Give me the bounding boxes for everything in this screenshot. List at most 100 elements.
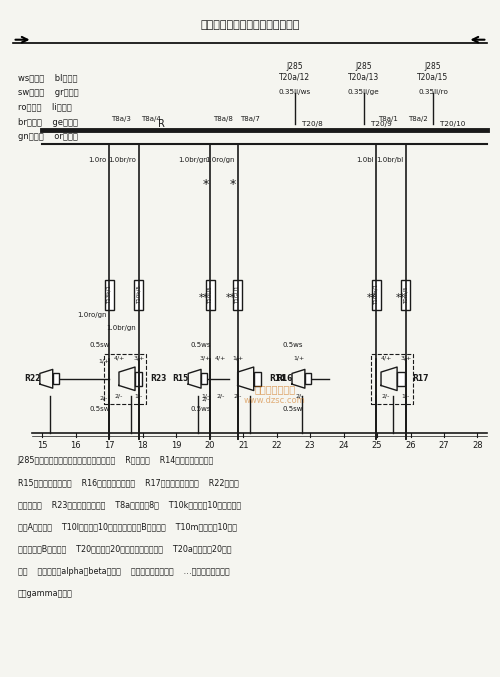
Text: 2/-: 2/- (382, 393, 390, 399)
Text: R23: R23 (150, 374, 166, 383)
Text: 0.5ws: 0.5ws (190, 406, 211, 412)
Bar (104, 353, 146, 404)
Bar (371, 353, 413, 404)
Text: **: ** (396, 293, 406, 303)
Bar (52, 374, 59, 384)
Text: R17: R17 (412, 374, 429, 383)
Text: **: ** (366, 293, 376, 303)
Text: T10m/1: T10m/1 (374, 284, 378, 305)
Text: J285
T20a/13: J285 T20a/13 (348, 62, 380, 81)
Text: 23: 23 (305, 441, 316, 450)
Text: R16: R16 (276, 374, 292, 383)
Text: 2/-: 2/- (202, 397, 209, 402)
Text: R22: R22 (24, 374, 40, 383)
Text: T10U5: T10U5 (208, 286, 213, 304)
Text: 1/-: 1/- (134, 393, 143, 399)
Bar (206, 280, 215, 310)
Text: 24: 24 (338, 441, 349, 450)
Text: **: ** (198, 293, 208, 303)
Text: gn＝绿色    or＝橙色: gn＝绿色 or＝橙色 (18, 133, 78, 141)
Text: *: * (230, 177, 236, 190)
Text: 1.0br/bl: 1.0br/bl (376, 157, 404, 163)
Text: 22: 22 (272, 441, 282, 450)
Text: T0m/5: T0m/5 (403, 286, 408, 304)
Text: ws＝白色    bl＝蓝色: ws＝白色 bl＝蓝色 (18, 73, 77, 83)
Text: 3/+: 3/+ (200, 355, 211, 361)
Text: 27: 27 (438, 441, 450, 450)
Text: 0.5sw: 0.5sw (90, 406, 110, 412)
Text: 红色    ＊－不用于alpha和beta收音机    ＊＊－不用于两门车    …－仅指有两个显示: 红色 ＊－不用于alpha和beta收音机 ＊＊－不用于两门车 …－仅指有两个显… (18, 567, 229, 576)
Text: 收音机、右前扬声器、后部扬声器: 收音机、右前扬声器、后部扬声器 (200, 20, 300, 30)
Text: T8a/8: T8a/8 (213, 116, 233, 123)
Text: 2/-: 2/- (216, 393, 224, 399)
Text: 19: 19 (171, 441, 181, 450)
Text: 1/-: 1/- (202, 393, 209, 399)
Text: 1/+: 1/+ (98, 358, 110, 364)
Text: 3/+: 3/+ (133, 355, 144, 361)
Text: 高音扬声器    R23－右前低音扬声器    T8a－插头，8孔    T10k－插头，10孔，黑色，: 高音扬声器 R23－右前低音扬声器 T8a－插头，8孔 T10k－插头，10孔，… (18, 500, 240, 509)
Text: **: ** (226, 293, 235, 303)
Text: 4/+: 4/+ (214, 355, 226, 361)
Text: 屏的gamma收音机: 屏的gamma收音机 (18, 589, 72, 598)
Text: br＝棕色    ge＝黄色: br＝棕色 ge＝黄色 (18, 118, 78, 127)
Text: 黑色，右侧B柱分线器    T20－插头，20孔，绿色（显示屏）    T20a－插头，20孔，: 黑色，右侧B柱分线器 T20－插头，20孔，绿色（显示屏） T20a－插头，20… (18, 544, 231, 554)
Bar (402, 280, 410, 310)
Text: 2/-: 2/- (100, 395, 108, 401)
Text: 1.0ro: 1.0ro (88, 157, 106, 163)
Text: 1.0br/gn: 1.0br/gn (106, 325, 136, 331)
Text: T13k/1: T13k/1 (106, 286, 112, 304)
Text: 0.5ws: 0.5ws (190, 342, 211, 348)
Text: 17: 17 (104, 441, 115, 450)
Text: 18: 18 (138, 441, 148, 450)
Text: 1.0ro/gn: 1.0ro/gn (206, 157, 235, 163)
Text: T8a/2: T8a/2 (408, 116, 428, 123)
Bar (254, 372, 261, 385)
Text: 20: 20 (204, 441, 215, 450)
Text: 1.0ro/gn: 1.0ro/gn (77, 311, 106, 318)
Bar (201, 374, 207, 384)
Text: R14: R14 (269, 374, 285, 383)
Text: J285－带显示器的电控单元，在组合仪表内    R－收音机    R14－左后高音扬声器: J285－带显示器的电控单元，在组合仪表内 R－收音机 R14－左后高音扬声器 (18, 456, 214, 465)
Text: 2/-: 2/- (296, 393, 304, 399)
Text: sw＝黑色    gr＝灰色: sw＝黑色 gr＝灰色 (18, 88, 78, 97)
Text: 16: 16 (70, 441, 81, 450)
Text: 25: 25 (372, 441, 382, 450)
Text: 28: 28 (472, 441, 483, 450)
Bar (305, 374, 311, 384)
Text: T20/8: T20/8 (302, 121, 322, 127)
Text: 0.35li/ro: 0.35li/ro (418, 89, 448, 95)
Text: 1.0br/gn: 1.0br/gn (178, 157, 208, 163)
Text: *: * (202, 177, 208, 190)
Text: R15: R15 (172, 374, 188, 383)
Text: 右侧A柱分线器    T10l－插头，10孔，黑色，左侧B柱分线器    T10m－插头，10孔，: 右侧A柱分线器 T10l－插头，10孔，黑色，左侧B柱分线器 T10m－插头，1… (18, 523, 236, 531)
Text: T8a/3: T8a/3 (112, 116, 132, 123)
Text: 1/+: 1/+ (294, 355, 305, 361)
Text: 维库电子市场网: 维库电子市场网 (254, 384, 296, 394)
Text: 0.5ws: 0.5ws (282, 342, 302, 348)
Text: www.dzsc.com: www.dzsc.com (244, 396, 306, 405)
Text: J285
T20a/15: J285 T20a/15 (418, 62, 448, 81)
Text: T1GU1: T1GU1 (235, 286, 240, 304)
Bar (397, 372, 404, 385)
Text: 21: 21 (238, 441, 248, 450)
Text: R15－左后低音扬声器    R16－右后高音扬声器    R17－右后低音扬声器    R22－右前: R15－左后低音扬声器 R16－右后高音扬声器 R17－右后低音扬声器 R22－… (18, 478, 238, 487)
Bar (104, 280, 114, 310)
Text: 1.0br/ro: 1.0br/ro (108, 157, 136, 163)
Text: 1/-: 1/- (402, 393, 410, 399)
Text: 0.5sw: 0.5sw (282, 406, 302, 412)
Text: T8a/7: T8a/7 (240, 116, 260, 123)
Text: 15: 15 (37, 441, 48, 450)
Text: J285
T20a/12: J285 T20a/12 (279, 62, 310, 81)
Text: 1.0bl: 1.0bl (356, 157, 374, 163)
Text: 26: 26 (405, 441, 416, 450)
Bar (134, 280, 143, 310)
Text: 4/+: 4/+ (380, 355, 392, 361)
Text: 2/-: 2/- (115, 393, 123, 399)
Bar (372, 280, 380, 310)
Text: T20/10: T20/10 (440, 121, 466, 127)
Text: T10k/5: T10k/5 (136, 286, 141, 304)
Text: T8a/1: T8a/1 (378, 116, 398, 123)
Text: 3/+: 3/+ (400, 355, 411, 361)
Text: 4/+: 4/+ (114, 355, 124, 361)
Bar (233, 280, 242, 310)
